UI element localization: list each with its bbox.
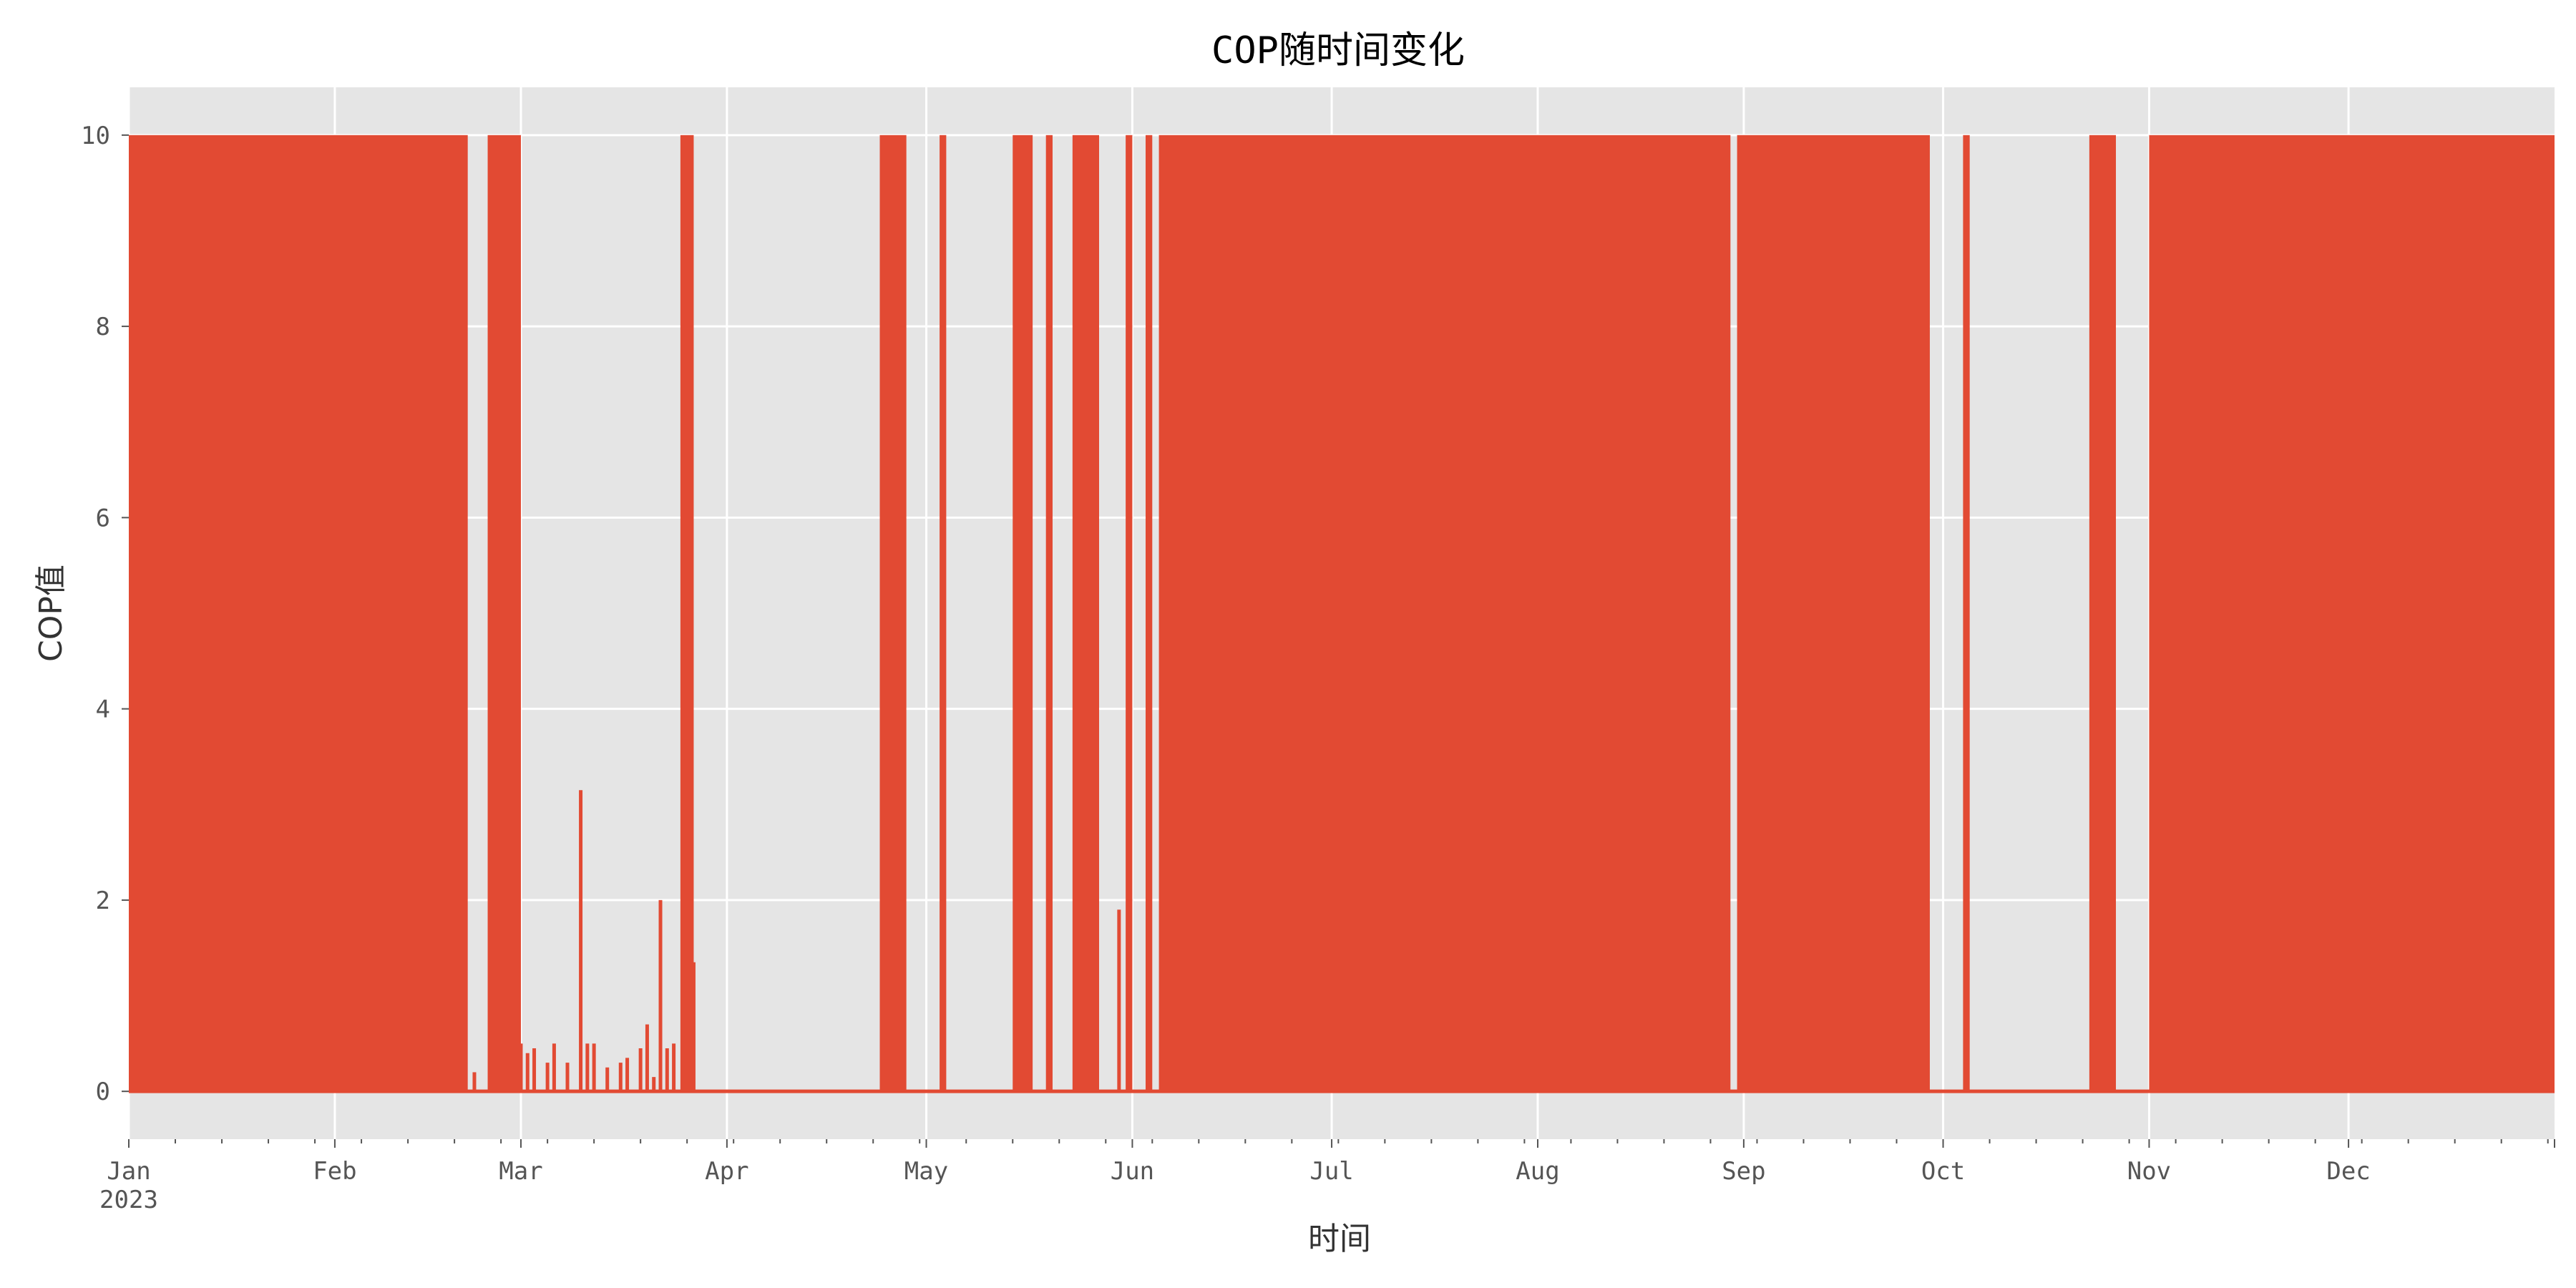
x-tick-label-oct: Oct [1921,1157,1965,1186]
x-tick-label-nov: Nov [2127,1157,2171,1186]
series-band-2 [487,135,521,1092]
x-tick-label-jun: Jun [1111,1157,1154,1186]
y-tick-label-0: 0 [96,1078,110,1106]
x-tick-label-sep: Sep [1722,1157,1765,1186]
series-band-14 [2089,135,2117,1092]
y-tick-label-4: 4 [96,696,110,724]
y-tick-label-6: 6 [96,504,110,532]
series-band-11 [1158,135,1731,1092]
y-tick-label-10: 10 [81,122,110,150]
series-group [129,135,2555,1093]
x-tick-label-may: May [904,1157,948,1186]
x-tick-label-dec: Dec [2326,1157,2370,1186]
series-band-6 [1013,135,1033,1092]
series-band-15 [2149,135,2555,1092]
x-tick-label-jul: Jul [1309,1157,1353,1186]
x-tick-label-feb: Feb [313,1157,356,1186]
x-tick-label-apr: Apr [705,1157,748,1186]
y-tick-label-2: 2 [96,887,110,915]
x-tick-label-mar: Mar [499,1157,542,1186]
series-band-12 [1737,135,1930,1092]
x-tick-sublabel-year: 2023 [99,1186,158,1214]
x-axis-label: 时间 [1308,1221,1371,1257]
series-band-7 [1045,135,1053,1092]
x-tick-label-jan: Jan [107,1157,150,1186]
series-band-9 [1126,135,1133,1092]
series-band-5 [940,135,947,1092]
series-band-3 [680,135,694,1092]
chart-title: COP随时间变化 [1211,29,1465,72]
y-tick-label-8: 8 [96,313,110,341]
series-band-4 [879,135,907,1092]
x-tick-label-aug: Aug [1516,1157,1559,1186]
series-band-10 [1146,135,1153,1092]
series-band-8 [1072,135,1099,1092]
series-band-13 [1963,135,1970,1092]
series-band-1 [129,135,468,1092]
y-axis-label: COP值 [33,565,69,662]
